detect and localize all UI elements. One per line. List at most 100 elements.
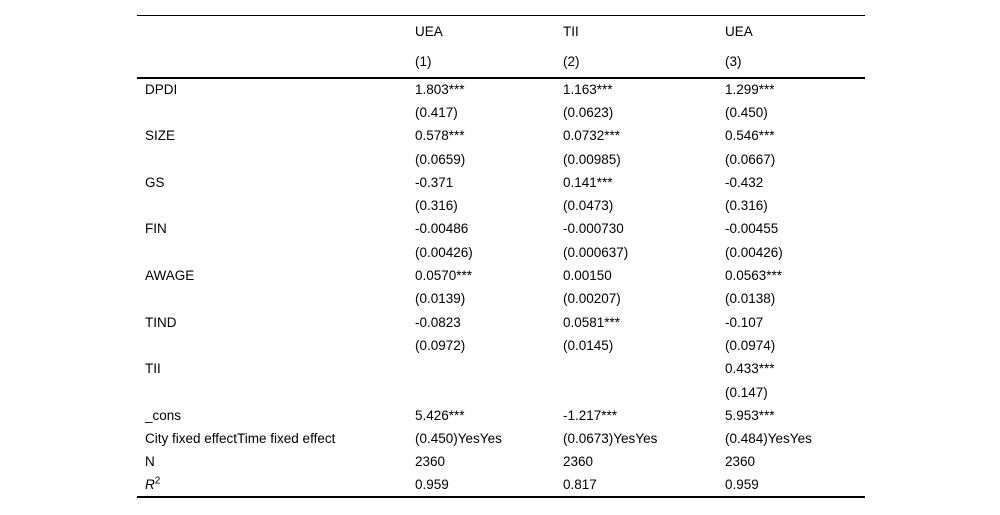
cell-value: (0.316) [725, 198, 768, 214]
table-row: GS -0.371 0.141*** -0.432 [137, 171, 865, 194]
cell-value: (0.484)YesYes [725, 431, 812, 447]
table-row: (0.00426) (0.000637) (0.00426) [137, 241, 865, 264]
table-row: AWAGE 0.0570*** 0.00150 0.0563*** [137, 264, 865, 287]
row-label: City fixed effectTime fixed effect [145, 431, 336, 447]
cell-value: (0.0974) [725, 337, 776, 353]
cell-value: (0.0145) [563, 337, 614, 353]
table-row: _cons 5.426*** -1.217*** 5.953*** [137, 404, 865, 427]
cell-value: -0.371 [415, 174, 454, 190]
row-label: DPDI [145, 82, 178, 98]
row-label [137, 147, 415, 170]
cell-value: (0.0139) [415, 291, 466, 307]
cell-value: 0.433*** [725, 361, 775, 377]
row-label: SIZE [145, 128, 176, 144]
cell-value: 5.953*** [725, 407, 775, 423]
row-label [137, 380, 415, 403]
cell-value: 5.426*** [415, 407, 465, 423]
row-label [137, 194, 415, 217]
cell-value [563, 380, 725, 403]
cell-value: 2360 [415, 454, 446, 470]
table-row: (0.0972) (0.0145) (0.0974) [137, 334, 865, 357]
table-row: DPDI 1.803*** 1.163*** 1.299*** [137, 78, 865, 101]
regression-table-container: UEA TII UEA (1) (2) (3) DPDI 1.803*** 1.16… [137, 15, 865, 498]
cell-value: 0.817 [563, 477, 597, 493]
cell-value: 0.0570*** [415, 268, 473, 284]
row-label-symbol: R [145, 477, 155, 493]
cell-value [415, 357, 563, 380]
table-row: (0.316) (0.0473) (0.316) [137, 194, 865, 217]
table-row: SIZE 0.578*** 0.0732*** 0.546*** [137, 124, 865, 147]
row-label: GS [145, 174, 165, 190]
table-header: UEA TII UEA (1) (2) (3) [137, 15, 865, 78]
cell-value: (0.0623) [563, 104, 614, 120]
cell-value: 2360 [563, 454, 594, 470]
cell-value: (0.0972) [415, 337, 466, 353]
cell-value: 0.959 [415, 477, 449, 493]
header-depvar-col3: UEA [725, 23, 753, 39]
row-label: AWAGE [145, 268, 195, 284]
cell-value: 1.163*** [563, 82, 613, 98]
table-row: (0.0139) (0.00207) (0.0138) [137, 287, 865, 310]
table-row: (0.147) [137, 380, 865, 403]
table-row: TII 0.433*** [137, 357, 865, 380]
cell-value: (0.0473) [563, 198, 614, 214]
table-row: FIN -0.00486 -0.000730 -0.00455 [137, 217, 865, 240]
cell-value: -0.00455 [725, 221, 779, 237]
cell-value: 0.141*** [563, 174, 613, 190]
cell-value: (0.00426) [725, 244, 783, 260]
table-row: (0.0659) (0.00985) (0.0667) [137, 147, 865, 170]
row-label: FIN [145, 221, 167, 237]
cell-value: -0.432 [725, 174, 764, 190]
header-model-row: (1) (2) (3) [137, 47, 865, 78]
cell-value: (0.0138) [725, 291, 776, 307]
cell-value: (0.00426) [415, 244, 473, 260]
cell-value: (0.000637) [563, 244, 629, 260]
cell-value: (0.00207) [563, 291, 621, 307]
header-empty-cell [137, 47, 415, 78]
cell-value: -0.0823 [415, 314, 461, 330]
cell-value: (0.147) [725, 384, 768, 400]
row-label: TIND [145, 314, 177, 330]
row-label [137, 241, 415, 264]
cell-value: (0.0673)YesYes [563, 431, 658, 447]
table-row: TIND -0.0823 0.0581*** -0.107 [137, 310, 865, 333]
regression-table: UEA TII UEA (1) (2) (3) DPDI 1.803*** 1.16… [137, 15, 865, 498]
table-row: (0.417) (0.0623) (0.450) [137, 101, 865, 124]
cell-value: -0.00486 [415, 221, 469, 237]
cell-value: 1.803*** [415, 82, 465, 98]
row-label: TII [145, 361, 161, 377]
cell-value: (0.450) [725, 104, 768, 120]
cell-value: -0.107 [725, 314, 764, 330]
header-depvar-col2: TII [563, 23, 579, 39]
cell-value [415, 380, 563, 403]
cell-value: 1.299*** [725, 82, 775, 98]
cell-value: 0.0732*** [563, 128, 621, 144]
cell-value: (0.00985) [563, 151, 621, 167]
header-empty-cell [137, 16, 415, 47]
row-label: N [145, 454, 155, 470]
cell-value [563, 357, 725, 380]
header-depvar-col1: UEA [415, 23, 443, 39]
cell-value: 2360 [725, 454, 756, 470]
row-label: R2 [137, 474, 415, 497]
cell-value: (0.0659) [415, 151, 466, 167]
cell-value: (0.316) [415, 198, 458, 214]
table-row: R2 0.959 0.817 0.959 [137, 474, 865, 497]
cell-value: (0.450)YesYes [415, 431, 502, 447]
cell-value: 0.578*** [415, 128, 465, 144]
table-row: City fixed effectTime fixed effect (0.450… [137, 427, 865, 450]
table-body: DPDI 1.803*** 1.163*** 1.299*** (0.417) (0.06… [137, 78, 865, 497]
header-depvar-row: UEA TII UEA [137, 16, 865, 47]
row-label [137, 287, 415, 310]
cell-value: -1.217*** [563, 407, 618, 423]
header-model-col2: (2) [563, 54, 580, 69]
row-label: _cons [145, 407, 182, 423]
cell-value: -0.000730 [563, 221, 624, 237]
cell-value: 0.546*** [725, 128, 775, 144]
row-label-superscript: 2 [154, 475, 161, 487]
cell-value: 0.0581*** [563, 314, 621, 330]
cell-value: (0.417) [415, 104, 458, 120]
header-model-col1: (1) [415, 54, 432, 69]
cell-value: 0.959 [725, 477, 759, 493]
cell-value: 0.00150 [563, 268, 612, 284]
